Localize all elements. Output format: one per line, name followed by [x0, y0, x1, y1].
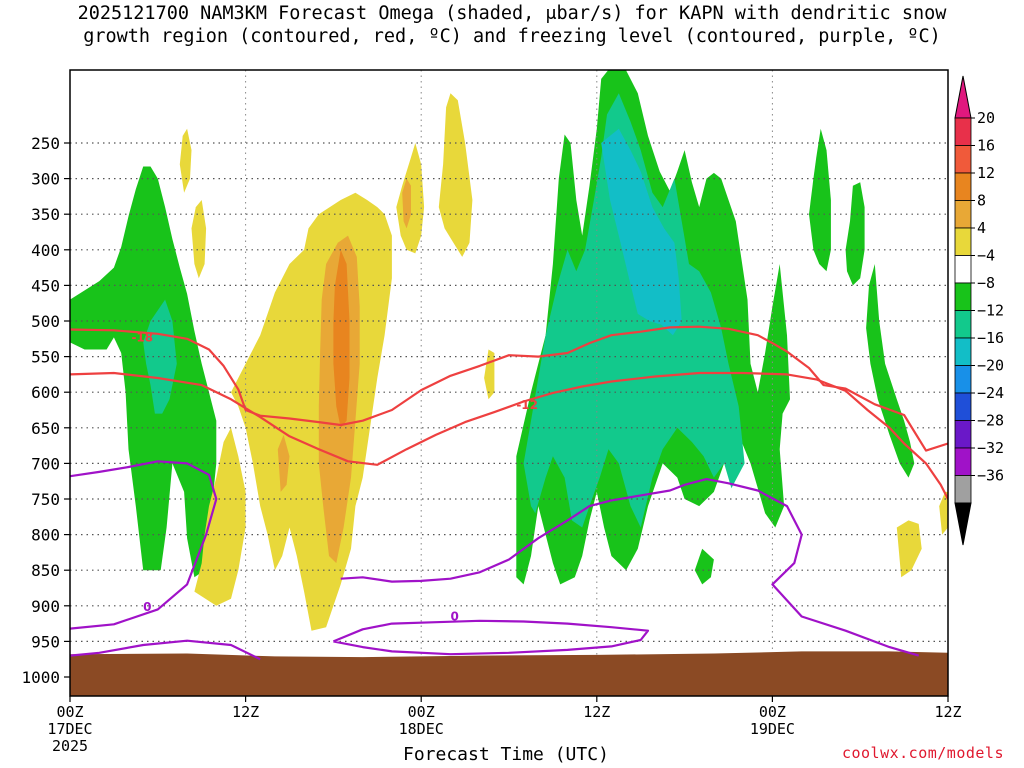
colorbar-label-13: −36	[977, 467, 1004, 485]
colorbar-label-8: −16	[977, 329, 1004, 347]
credit-link[interactable]: coolwx.com/models	[841, 744, 1004, 762]
colorbar-swatch-13	[954, 475, 972, 504]
xtick-label-0: 00Z	[56, 703, 83, 721]
ytick-label-350: 350	[31, 205, 60, 224]
omega-region-14	[179, 128, 192, 193]
omega-region-12	[438, 93, 473, 257]
chart-title-line2: growth region (contoured, red, ºC) and f…	[83, 26, 941, 47]
omega-region-5	[694, 548, 714, 585]
ytick-label-400: 400	[31, 241, 60, 260]
colorbar-label-9: −20	[977, 357, 1004, 375]
colorbar-label-10: −24	[977, 384, 1004, 402]
colorbar-swatch-10	[954, 392, 972, 421]
ytick-label-1000: 1000	[21, 668, 60, 687]
ytick-label-750: 750	[31, 490, 60, 509]
omega-region-6	[523, 93, 745, 528]
colorbar-swatch-2	[954, 172, 972, 201]
x-axis-label: Forecast Time (UTC)	[403, 744, 609, 765]
ground-terrain	[70, 651, 948, 696]
colorbar-label-5: −4	[977, 247, 995, 265]
contour-label-0: -12	[516, 398, 538, 412]
omega-region-21	[277, 434, 290, 492]
ytick-label-700: 700	[31, 454, 60, 473]
y-axis-ticks: 250 300 350 400 450 500 550 600 650 700 750 800 850 9…	[21, 134, 70, 687]
ytick-label-450: 450	[31, 276, 60, 295]
contour-line-4	[340, 478, 920, 657]
ytick-label-550: 550	[31, 348, 60, 367]
omega-region-13	[191, 200, 207, 279]
colorbar-label-4: 4	[977, 219, 986, 237]
contour-line-5	[332, 619, 650, 656]
colorbar-swatch-4	[954, 227, 972, 256]
omega-region-4	[866, 264, 915, 478]
ytick-label-250: 250	[31, 134, 60, 153]
plot-border	[69, 69, 949, 697]
colorbar-swatch-6	[954, 282, 972, 311]
colorbar-label-11: −28	[977, 412, 1004, 430]
omega-region-0	[70, 166, 217, 578]
colorbar: 20 16 12 8 4 −4 −8 −12 −16 −20 −24 −28 −32 −36	[954, 75, 1004, 546]
colorbar-label-1: 16	[977, 137, 995, 155]
xtick-label-60: 12Z	[934, 703, 961, 721]
colorbar-swatch-3	[954, 200, 972, 229]
colorbar-swatch-7	[954, 310, 972, 339]
ytick-label-900: 900	[31, 597, 60, 616]
xtick-date-0: 17DEC	[47, 720, 92, 738]
ground-fill	[70, 651, 948, 696]
omega-shading	[70, 70, 948, 631]
chart-title-line1: 2025121700 NAM3KM Forecast Omega (shaded…	[77, 3, 947, 24]
contour-lines: -12 -18 0 0	[70, 325, 948, 661]
omega-region-15	[896, 520, 922, 578]
ytick-label-600: 600	[31, 383, 60, 402]
ytick-label-800: 800	[31, 526, 60, 545]
colorbar-swatch-12	[954, 447, 972, 476]
ytick-label-650: 650	[31, 419, 60, 438]
colorbar-swatch-0	[954, 117, 972, 146]
xtick-label-24: 00Z	[408, 703, 435, 721]
ytick-label-500: 500	[31, 312, 60, 331]
xtick-date-24: 18DEC	[399, 720, 444, 738]
omega-region-3	[845, 182, 865, 286]
colorbar-swatch-5	[954, 255, 972, 284]
xtick-label-48: 00Z	[759, 703, 786, 721]
omega-region-16	[939, 491, 948, 535]
colorbar-label-3: 8	[977, 192, 986, 210]
xtick-label-36: 12Z	[583, 703, 610, 721]
contour-line-2	[70, 460, 218, 630]
xtick-label-12: 12Z	[232, 703, 259, 721]
xtick-year-0: 2025	[52, 737, 88, 755]
omega-region-8	[601, 128, 682, 336]
colorbar-swatch-11	[954, 420, 972, 449]
ytick-label-300: 300	[31, 170, 60, 189]
omega-region-20	[402, 178, 411, 229]
colorbar-label-2: 12	[977, 164, 995, 182]
colorbar-top-arrow	[954, 75, 972, 119]
contour-line-3	[70, 639, 261, 661]
ytick-label-950: 950	[31, 632, 60, 651]
chart-title: 2025121700 NAM3KM Forecast Omega (shaded…	[0, 2, 1024, 48]
colorbar-label-6: −8	[977, 274, 995, 292]
omega-region-2	[809, 128, 831, 272]
plot-frame	[69, 69, 949, 697]
colorbar-swatch-8	[954, 337, 972, 366]
contour-line-1	[70, 325, 948, 452]
contour-label-4: 0	[450, 609, 458, 623]
colorbar-swatch-9	[954, 365, 972, 394]
colorbar-label-0: 20	[977, 109, 995, 127]
colorbar-bottom-arrow	[954, 502, 972, 546]
colorbar-label-12: −32	[977, 439, 1004, 457]
colorbar-label-7: −12	[977, 302, 1004, 320]
omega-region-9	[194, 427, 246, 606]
ytick-label-850: 850	[31, 561, 60, 580]
contour-label-1: -18	[131, 330, 153, 344]
xtick-date-48: 19DEC	[750, 720, 795, 738]
colorbar-swatch-1	[954, 145, 972, 174]
contour-label-2: 0	[143, 600, 151, 614]
omega-region-7	[143, 299, 177, 414]
omega-region-19	[333, 249, 350, 428]
